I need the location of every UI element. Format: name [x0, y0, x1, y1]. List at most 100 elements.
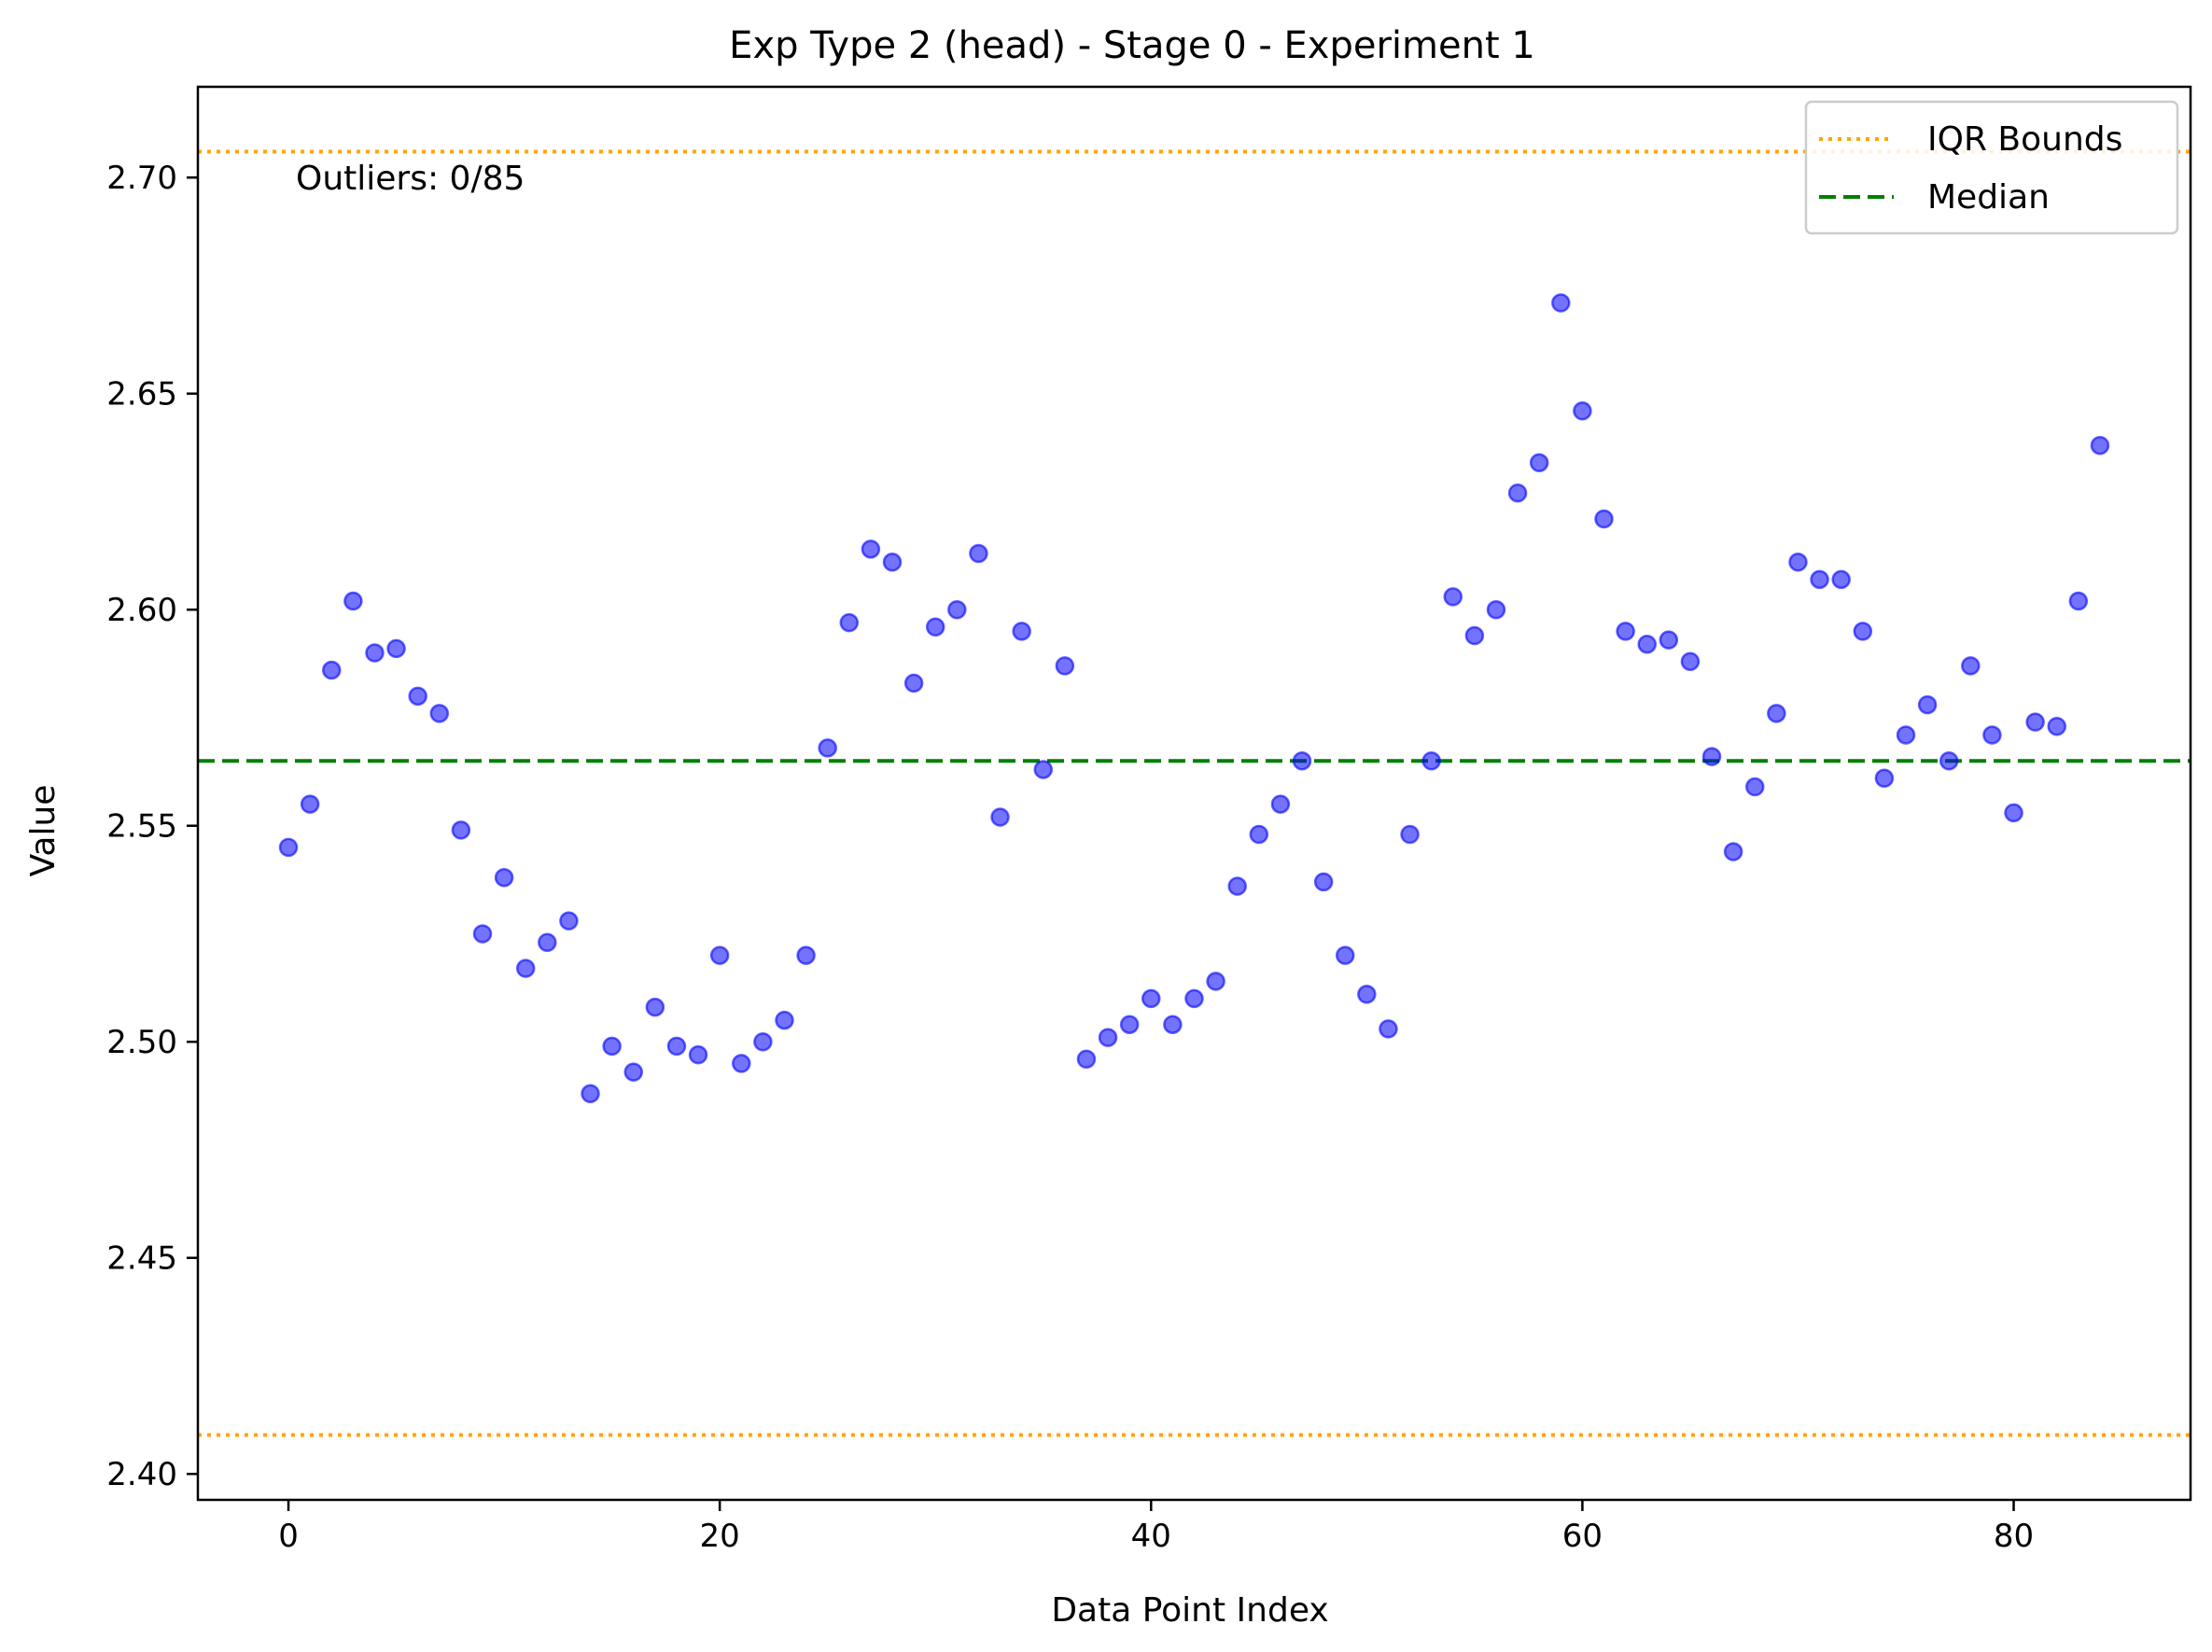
data-point [408, 686, 427, 707]
y-tick-label: 2.60 [106, 592, 177, 629]
data-point [1896, 725, 1916, 745]
data-point [1313, 872, 1334, 892]
data-point [2025, 712, 2045, 732]
data-point [1400, 824, 1420, 845]
data-point [1982, 725, 2002, 745]
data-point [1055, 656, 1075, 676]
outliers-annotation: Outliers: 0/85 [296, 160, 525, 198]
y-tick-label: 2.55 [106, 808, 177, 846]
data-point [515, 959, 536, 978]
y-axis-label: Value [24, 785, 63, 877]
data-point [1551, 293, 1571, 313]
data-point [1206, 972, 1225, 991]
legend-label: IQR Bounds [1927, 120, 2122, 159]
data-point [1076, 1049, 1097, 1069]
data-point [1119, 1015, 1140, 1034]
data-point [429, 704, 450, 723]
data-point [1012, 622, 1031, 641]
data-point [1767, 704, 1786, 723]
data-point [1379, 1019, 1398, 1039]
data-point [1831, 569, 1851, 590]
data-point [882, 553, 903, 572]
data-point [1141, 988, 1161, 1009]
data-point [1335, 945, 1355, 965]
data-point [1529, 453, 1549, 473]
data-point [1184, 988, 1204, 1009]
data-point [472, 924, 493, 944]
data-point [494, 868, 514, 888]
data-point [1443, 587, 1463, 607]
data-point [709, 945, 730, 965]
data-point [1486, 599, 1506, 620]
data-point [775, 1010, 794, 1030]
data-point [1249, 824, 1269, 845]
data-point [2004, 803, 2023, 823]
data-point [1616, 622, 1635, 641]
data-point [1357, 985, 1377, 1004]
legend: IQR Bounds Median [1804, 100, 2179, 235]
data-point [1853, 622, 1873, 641]
data-point [925, 617, 945, 637]
data-point [1874, 768, 1895, 789]
axes: 0 20 40 60 80 2.40 2.45 2.50 2.55 2.60 2.65 2.70 [106, 85, 2192, 1555]
data-point [796, 945, 816, 965]
plot-area [198, 149, 2191, 1437]
data-point [1421, 751, 1441, 771]
y-tick-label: 2.70 [106, 160, 177, 197]
data-point [1270, 794, 1291, 814]
data-point [451, 820, 471, 840]
x-axis-label: Data Point Index [1051, 1591, 1328, 1630]
data-point [1701, 747, 1722, 766]
data-point [753, 1031, 773, 1052]
chart-title: Exp Type 2 (head) - Stage 0 - Experiment… [729, 24, 1535, 67]
data-point [322, 660, 342, 680]
data-point [947, 599, 967, 620]
data-point [1659, 630, 1679, 650]
y-tick-label: 2.45 [106, 1240, 177, 1278]
data-point [1961, 656, 1981, 676]
data-point [2047, 716, 2066, 736]
data-point [1917, 694, 1938, 715]
data-point [623, 1062, 643, 1082]
data-point [1464, 625, 1485, 646]
data-point [969, 543, 988, 564]
data-point [1163, 1015, 1183, 1034]
data-point [538, 932, 557, 952]
x-tick-label: 20 [700, 1518, 740, 1555]
y-tick-label: 2.65 [106, 376, 177, 413]
data-point [688, 1044, 708, 1065]
data-point [343, 591, 363, 611]
data-point [1573, 400, 1592, 421]
data-point [386, 638, 406, 659]
x-tick-label: 60 [1562, 1518, 1603, 1555]
data-point [990, 807, 1010, 827]
data-point [1745, 777, 1765, 797]
data-point [581, 1084, 600, 1104]
data-point [1680, 651, 1701, 672]
data-point [861, 539, 881, 559]
data-point [1098, 1028, 1118, 1047]
data-point [365, 643, 385, 663]
data-point [839, 612, 860, 633]
data-point [602, 1036, 622, 1057]
data-point [645, 997, 665, 1017]
axes-frame [196, 85, 2192, 1502]
y-tick-label: 2.40 [106, 1456, 177, 1493]
data-point [1637, 635, 1657, 654]
x-tick-label: 0 [278, 1518, 299, 1555]
y-tick-label: 2.50 [106, 1024, 177, 1061]
data-point [559, 911, 579, 931]
x-tick-label: 40 [1131, 1518, 1171, 1555]
data-point [732, 1054, 751, 1073]
data-point [278, 837, 299, 858]
data-point [1939, 751, 1959, 771]
data-point [2068, 591, 2089, 611]
data-point [1292, 751, 1312, 771]
data-point [300, 794, 320, 814]
legend-label: Median [1927, 178, 2050, 217]
data-point [1788, 553, 1808, 572]
data-point [1033, 760, 1054, 779]
